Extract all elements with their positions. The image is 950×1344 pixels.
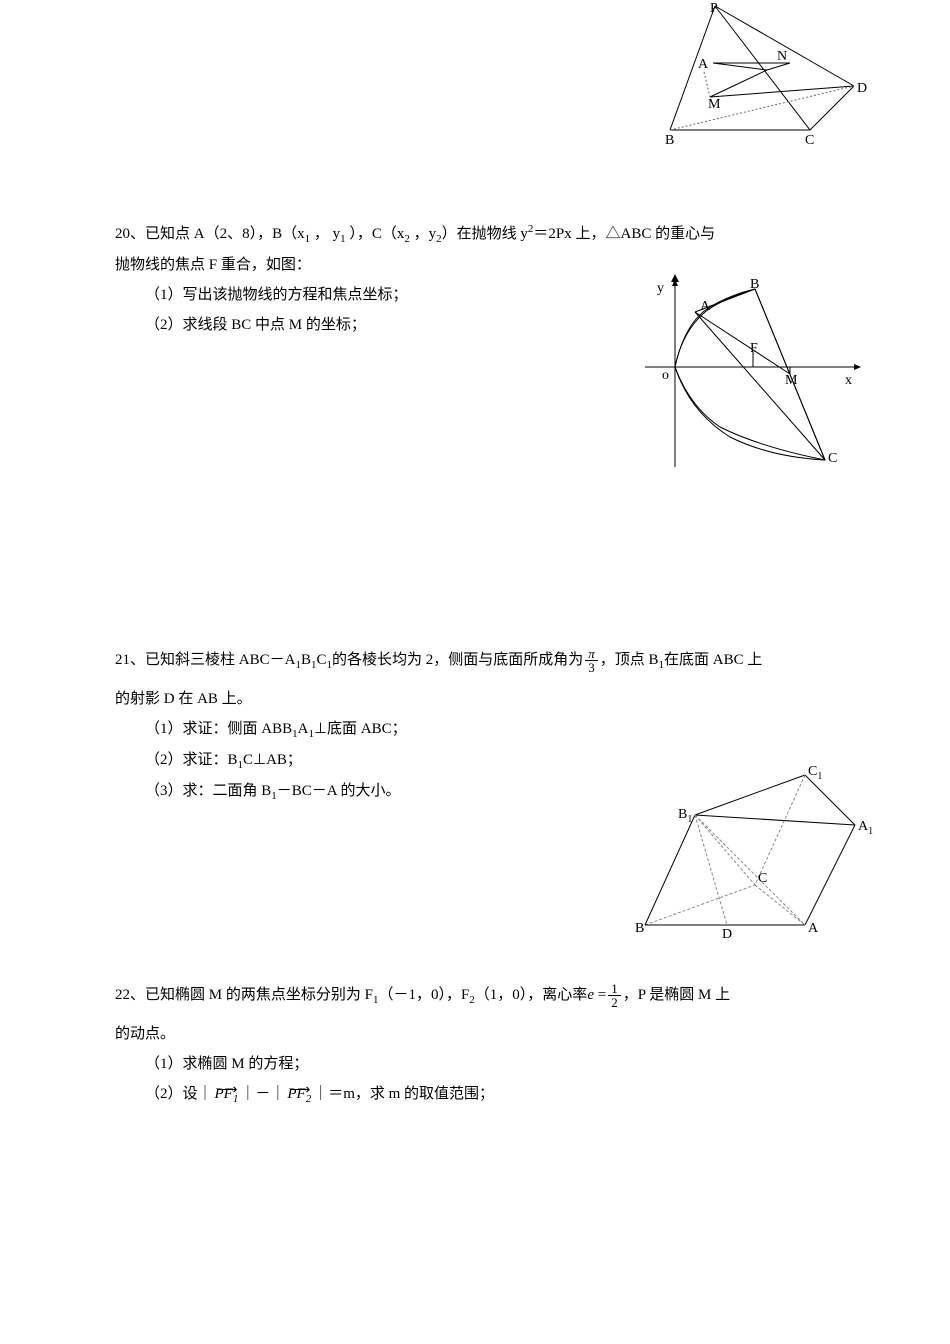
fig20-label-c: C: [828, 451, 837, 466]
p22-line2: 的动点。: [115, 1019, 885, 1049]
fig20-label-x: x: [845, 373, 852, 388]
problem-22: 22、已知椭圆 M 的两焦点坐标分别为 F1（－1，0），F2（1，0），离心率…: [115, 980, 885, 1110]
p20-line1: 20、已知点 A（2、8），B（x1 ， y1 ），C（x2 ，y2）在抛物线 …: [115, 218, 885, 250]
figure-20: y A B o F M x C: [640, 272, 870, 477]
fig19-label-a: A: [698, 57, 709, 72]
fig19-label-p: P: [710, 1, 718, 16]
fig21-label-b1: B1: [678, 807, 692, 825]
fig21-label-b: B: [635, 921, 644, 936]
fig21-label-a1: A1: [858, 819, 873, 837]
p22-sub2: （2）设｜⟶PF1｜－｜⟶PF2｜＝m，求 m 的取值范围；: [115, 1079, 885, 1110]
fig21-svg: B1 C1 A1 C B D A: [630, 760, 880, 940]
p21-sub1: （1）求证：侧面 ABB1A1⊥底面 ABC；: [115, 714, 885, 745]
fig19-label-c: C: [805, 133, 814, 148]
fig20-label-m: M: [785, 373, 798, 388]
fig20-label-o: o: [662, 368, 669, 383]
fig21-label-a: A: [808, 921, 819, 936]
fig20-label-f: F: [750, 341, 758, 356]
fig19-label-n: N: [777, 49, 787, 64]
fig20-svg: y A B o F M x C: [640, 272, 870, 472]
p22-num: 22、: [115, 987, 145, 1003]
vector-pf2: ⟶PF2: [287, 1079, 311, 1110]
fig19-label-m: M: [708, 97, 721, 112]
fig20-label-y: y: [657, 281, 664, 296]
figure-19: P A N D M B C: [660, 0, 870, 155]
fig19-label-d: D: [857, 81, 867, 96]
p21-line1: 21、已知斜三棱柱 ABC－A1B1C1的各棱长均为 2，侧面与底面所成角为π3…: [115, 645, 885, 676]
p22-sub1: （1）求椭圆 M 的方程；: [115, 1049, 885, 1079]
fig21-label-c: C: [758, 871, 767, 886]
fig21-label-d: D: [722, 927, 732, 940]
p21-num: 21、: [115, 652, 145, 668]
p21-line2: 的射影 D 在 AB 上。: [115, 684, 885, 714]
fig19-label-b: B: [665, 133, 674, 148]
p22-line1: 22、已知椭圆 M 的两焦点坐标分别为 F1（－1，0），F2（1，0），离心率…: [115, 980, 885, 1011]
p20-num: 20、: [115, 226, 145, 242]
fig20-label-b: B: [750, 277, 759, 292]
figure-21: B1 C1 A1 C B D A: [630, 760, 880, 945]
fig21-label-c1: C1: [808, 764, 822, 782]
vector-pf1: ⟶PF1: [215, 1079, 239, 1110]
fig20-label-a: A: [700, 299, 711, 314]
fig19-svg: P A N D M B C: [660, 0, 870, 150]
